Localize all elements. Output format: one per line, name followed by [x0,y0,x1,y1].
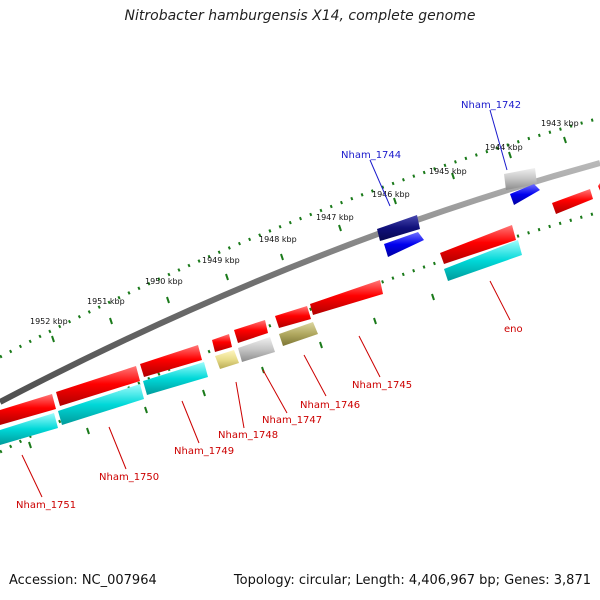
gene-label: Nham_1751 [16,500,76,511]
reverse-genes [0,184,540,445]
gene-arrow [377,215,420,241]
kbp-label: 1948 kbp [259,235,297,244]
kbp-label: 1950 kbp [145,277,183,286]
forward-genes [0,168,600,425]
gene-arrow [58,384,144,425]
kbp-label: 1946 kbp [372,190,410,199]
gene-arrow [212,334,232,352]
kbp-label: 1943 kbp [541,119,579,128]
accession-text: Accession: NC_007964 [9,573,157,588]
gene-arrow [0,413,58,445]
kbp-label: 1947 kbp [316,213,354,222]
kbp-label: 1952 kbp [30,317,68,326]
gene-arrow [444,240,522,281]
gene-label: Nham_1748 [218,430,278,441]
outer-major-ticks [51,136,567,343]
gene-arrow [238,337,275,362]
gene-label: Nham_1750 [99,472,159,483]
kbp-label: 1949 kbp [202,256,240,265]
gene-label: Nham_1744 [341,150,401,161]
gene-arrow [440,225,516,264]
gene-arrow [510,184,540,205]
kbp-label: 1945 kbp [429,167,467,176]
gene-label: Nham_1746 [300,400,360,411]
gene-label: Nham_1742 [461,100,521,111]
gene-arrow [140,345,202,377]
gene-arrow [0,394,56,425]
gene-label: eno [504,324,523,335]
gene-arrow [504,168,537,190]
kbp-label: 1944 kbp [485,143,523,152]
gene-arrow [234,320,268,343]
kbp-label: 1951 kbp [87,297,125,306]
gene-arrow [552,189,593,214]
outer-tick-track [0,116,600,359]
gene-arrow [310,280,383,315]
genome-stats-text: Topology: circular; Length: 4,406,967 bp… [233,573,591,588]
gene-label: Nham_1749 [174,446,234,457]
map-title: Nitrobacter hamburgensis X14, complete g… [124,8,476,24]
gene-label: Nham_1747 [262,415,322,426]
gene-arrow [275,306,311,328]
gene-arrow [143,362,208,395]
gene-arrow [384,232,424,257]
gene-label: Nham_1745 [352,380,412,391]
gene-arrow [215,350,239,369]
genome-backbone [0,160,600,405]
gene-arrow [279,322,318,346]
leader-lines [21,109,511,498]
gene-arrow [56,366,140,406]
